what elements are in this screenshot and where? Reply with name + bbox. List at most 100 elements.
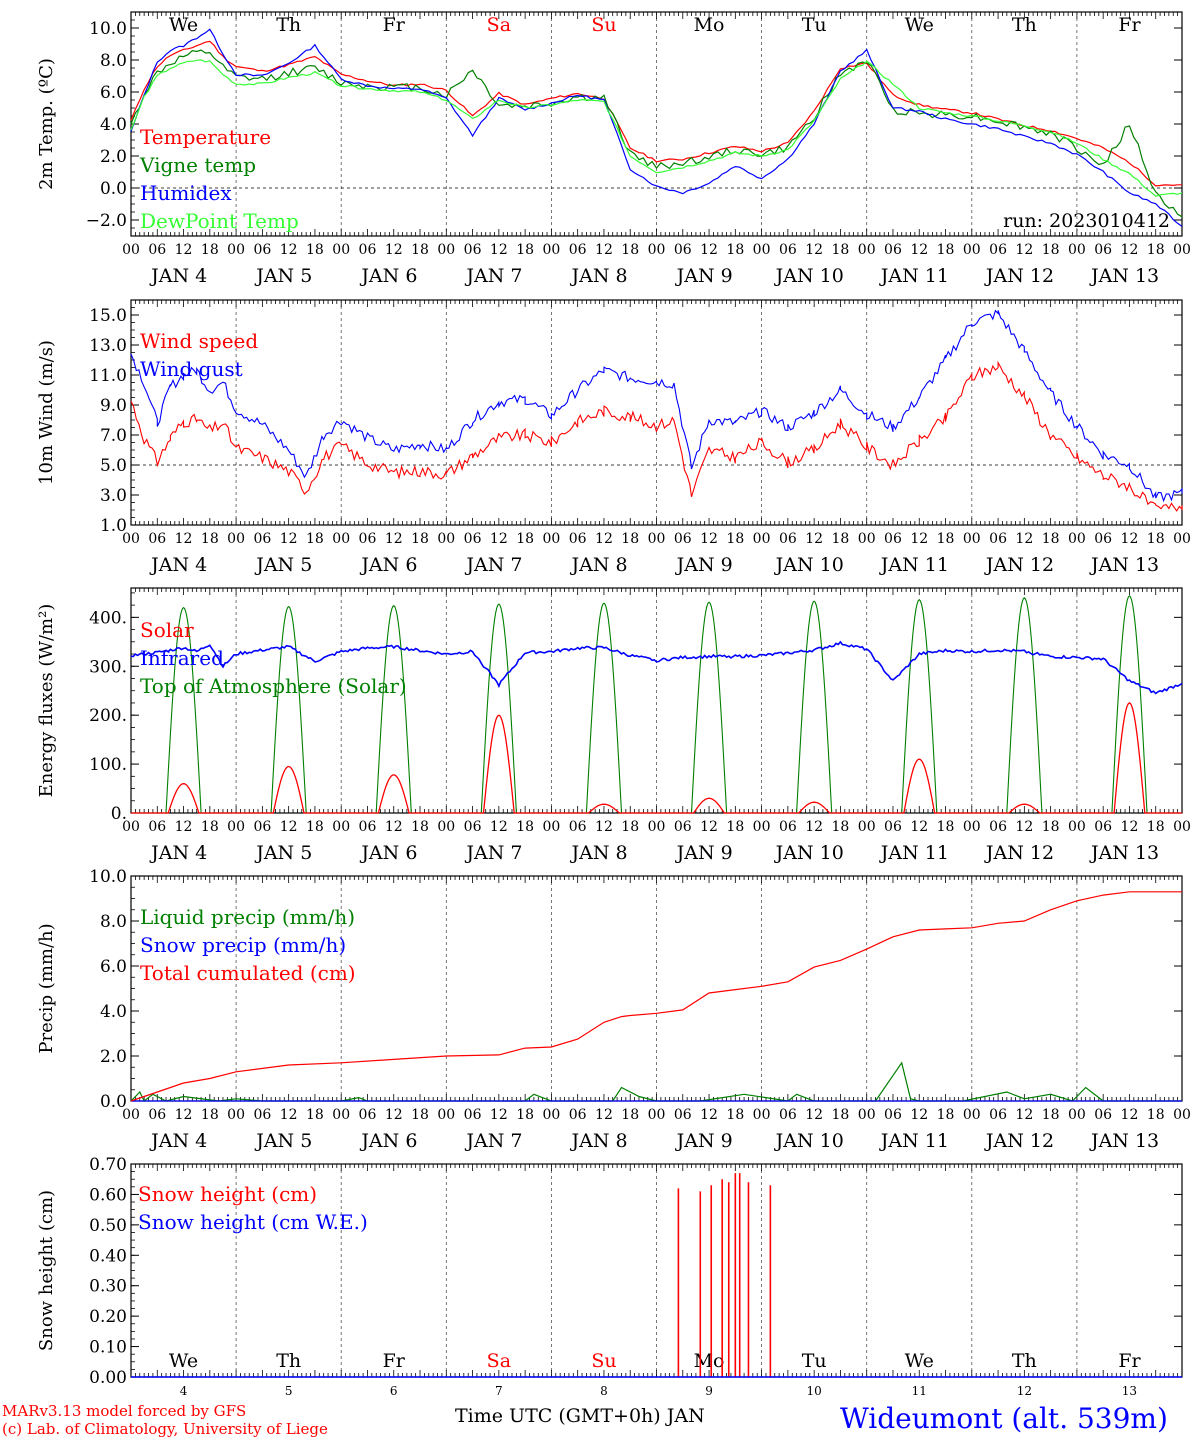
weekday-label: We bbox=[169, 1350, 198, 1372]
hour-tick-label: 12 bbox=[700, 242, 718, 258]
hour-tick-label: 06 bbox=[674, 819, 692, 835]
hour-tick-label: 12 bbox=[280, 531, 298, 547]
hour-tick-label: 12 bbox=[910, 1107, 928, 1123]
hour-tick-label: 12 bbox=[805, 242, 823, 258]
hour-tick-label: 12 bbox=[595, 242, 613, 258]
y-tick-label: 0.0 bbox=[100, 1092, 127, 1112]
hour-tick-label: 12 bbox=[490, 1107, 508, 1123]
day-label: JAN 11 bbox=[879, 842, 949, 864]
hour-tick-label: 00 bbox=[963, 242, 981, 258]
hour-tick-label: 06 bbox=[1094, 819, 1112, 835]
hour-tick-label: 18 bbox=[1147, 531, 1165, 547]
hour-tick-label: 06 bbox=[569, 242, 587, 258]
day-label: JAN 12 bbox=[984, 265, 1054, 287]
hour-tick-label: 06 bbox=[359, 1107, 377, 1123]
y-axis-label: Snow height (cm) bbox=[36, 1190, 57, 1351]
legend-entry: DewPoint Temp bbox=[140, 209, 299, 233]
hour-tick-label: 12 bbox=[910, 531, 928, 547]
plot-frame bbox=[130, 299, 1183, 526]
hour-tick-label: 00 bbox=[542, 1107, 560, 1123]
y-tick-label: 400. bbox=[89, 608, 127, 628]
day-label: JAN 10 bbox=[774, 554, 844, 576]
weekday-label: Th bbox=[276, 14, 301, 36]
hour-tick-label: 12 bbox=[700, 819, 718, 835]
hour-tick-label: 18 bbox=[621, 242, 639, 258]
hour-tick-label: 06 bbox=[1094, 242, 1112, 258]
hour-tick-label: 06 bbox=[464, 819, 482, 835]
y-tick-label: 2.0 bbox=[100, 147, 127, 167]
weekday-label: Mo bbox=[694, 14, 725, 36]
hour-tick-label: 06 bbox=[779, 819, 797, 835]
hour-tick-label: 12 bbox=[280, 1107, 298, 1123]
day-label: JAN 11 bbox=[879, 554, 949, 576]
hour-tick-label: 18 bbox=[832, 531, 850, 547]
day-label: JAN 5 bbox=[254, 842, 312, 864]
day-label: JAN 9 bbox=[675, 265, 733, 287]
hour-tick-label: 18 bbox=[411, 1107, 429, 1123]
hour-tick-label: 12 bbox=[1015, 242, 1033, 258]
hour-tick-label: 18 bbox=[726, 819, 744, 835]
day-label: JAN 6 bbox=[359, 1130, 417, 1152]
legend-entry: Infrared bbox=[140, 646, 224, 670]
hour-tick-label: 12 bbox=[175, 819, 193, 835]
y-tick-label: 9.0 bbox=[100, 396, 127, 416]
weekday-label: Sa bbox=[487, 14, 511, 36]
hour-tick-label: 00 bbox=[332, 1107, 350, 1123]
y-tick-label: 0.70 bbox=[89, 1155, 127, 1175]
legend-entry: Temperature bbox=[140, 125, 271, 149]
hour-tick-label: 12 bbox=[595, 1107, 613, 1123]
hour-tick-label: 18 bbox=[516, 242, 534, 258]
hour-tick-label: 00 bbox=[227, 819, 245, 835]
day-label: JAN 8 bbox=[570, 842, 628, 864]
y-tick-label: 0.20 bbox=[89, 1307, 127, 1327]
hour-tick-label: 18 bbox=[306, 531, 324, 547]
hour-tick-label: 00 bbox=[963, 819, 981, 835]
hour-tick-label: 18 bbox=[1042, 1107, 1060, 1123]
hour-tick-label: 12 bbox=[910, 819, 928, 835]
weekday-label: We bbox=[905, 14, 934, 36]
series-line bbox=[130, 891, 1182, 1102]
hour-tick-label: 18 bbox=[937, 531, 955, 547]
y-tick-label: 15.0 bbox=[89, 306, 127, 326]
hour-tick-label: 00 bbox=[1173, 242, 1191, 258]
day-label: JAN 7 bbox=[464, 842, 522, 864]
run-annotation: run: 2023010412 bbox=[1003, 210, 1170, 232]
day-label: JAN 10 bbox=[774, 265, 844, 287]
hour-tick-label: 06 bbox=[464, 1107, 482, 1123]
hour-tick-label: 00 bbox=[542, 242, 560, 258]
station-name: Wideumont (alt. 539m) bbox=[840, 1402, 1168, 1435]
day-label: JAN 6 bbox=[359, 842, 417, 864]
hour-tick-label: 18 bbox=[306, 242, 324, 258]
hour-tick-label: 18 bbox=[832, 1107, 850, 1123]
hour-tick-label: 18 bbox=[1042, 819, 1060, 835]
weekday-label: Fr bbox=[383, 1350, 406, 1372]
hour-tick-label: 00 bbox=[437, 819, 455, 835]
y-tick-label: 0.10 bbox=[89, 1338, 127, 1358]
weekday-label: Sa bbox=[487, 1350, 511, 1372]
day-label: JAN 13 bbox=[1089, 265, 1159, 287]
hour-tick-label: 18 bbox=[201, 819, 219, 835]
hour-tick-label: 06 bbox=[253, 531, 271, 547]
hour-tick-label: 00 bbox=[437, 1107, 455, 1123]
hour-tick-label: 06 bbox=[148, 819, 166, 835]
hour-tick-label: 00 bbox=[963, 531, 981, 547]
y-tick-label: 200. bbox=[89, 706, 127, 726]
hour-tick-label: 00 bbox=[542, 531, 560, 547]
hour-tick-label: 18 bbox=[516, 819, 534, 835]
hour-tick-label: 18 bbox=[306, 819, 324, 835]
hour-tick-label: 00 bbox=[753, 242, 771, 258]
hour-tick-label: 00 bbox=[437, 242, 455, 258]
y-tick-label: 0. bbox=[111, 804, 127, 824]
series-line bbox=[130, 49, 1183, 218]
x-axis-label: Time UTC (GMT+0h) JAN bbox=[455, 1405, 705, 1427]
day-label: JAN 9 bbox=[675, 1130, 733, 1152]
panel-2: 1.0 3.0 5.0 7.0 9.0 11.0 13.0 15.0 10m Wind (m/s… bbox=[36, 299, 1191, 576]
hour-tick-label: 00 bbox=[753, 819, 771, 835]
day-label: JAN 12 bbox=[984, 1130, 1054, 1152]
hour-tick-label: 18 bbox=[201, 1107, 219, 1123]
hour-tick-label: 12 bbox=[385, 819, 403, 835]
weekday-label: Fr bbox=[1118, 14, 1141, 36]
day-number-label: 11 bbox=[912, 1384, 927, 1398]
day-label: JAN 9 bbox=[675, 554, 733, 576]
hour-tick-label: 00 bbox=[332, 531, 350, 547]
